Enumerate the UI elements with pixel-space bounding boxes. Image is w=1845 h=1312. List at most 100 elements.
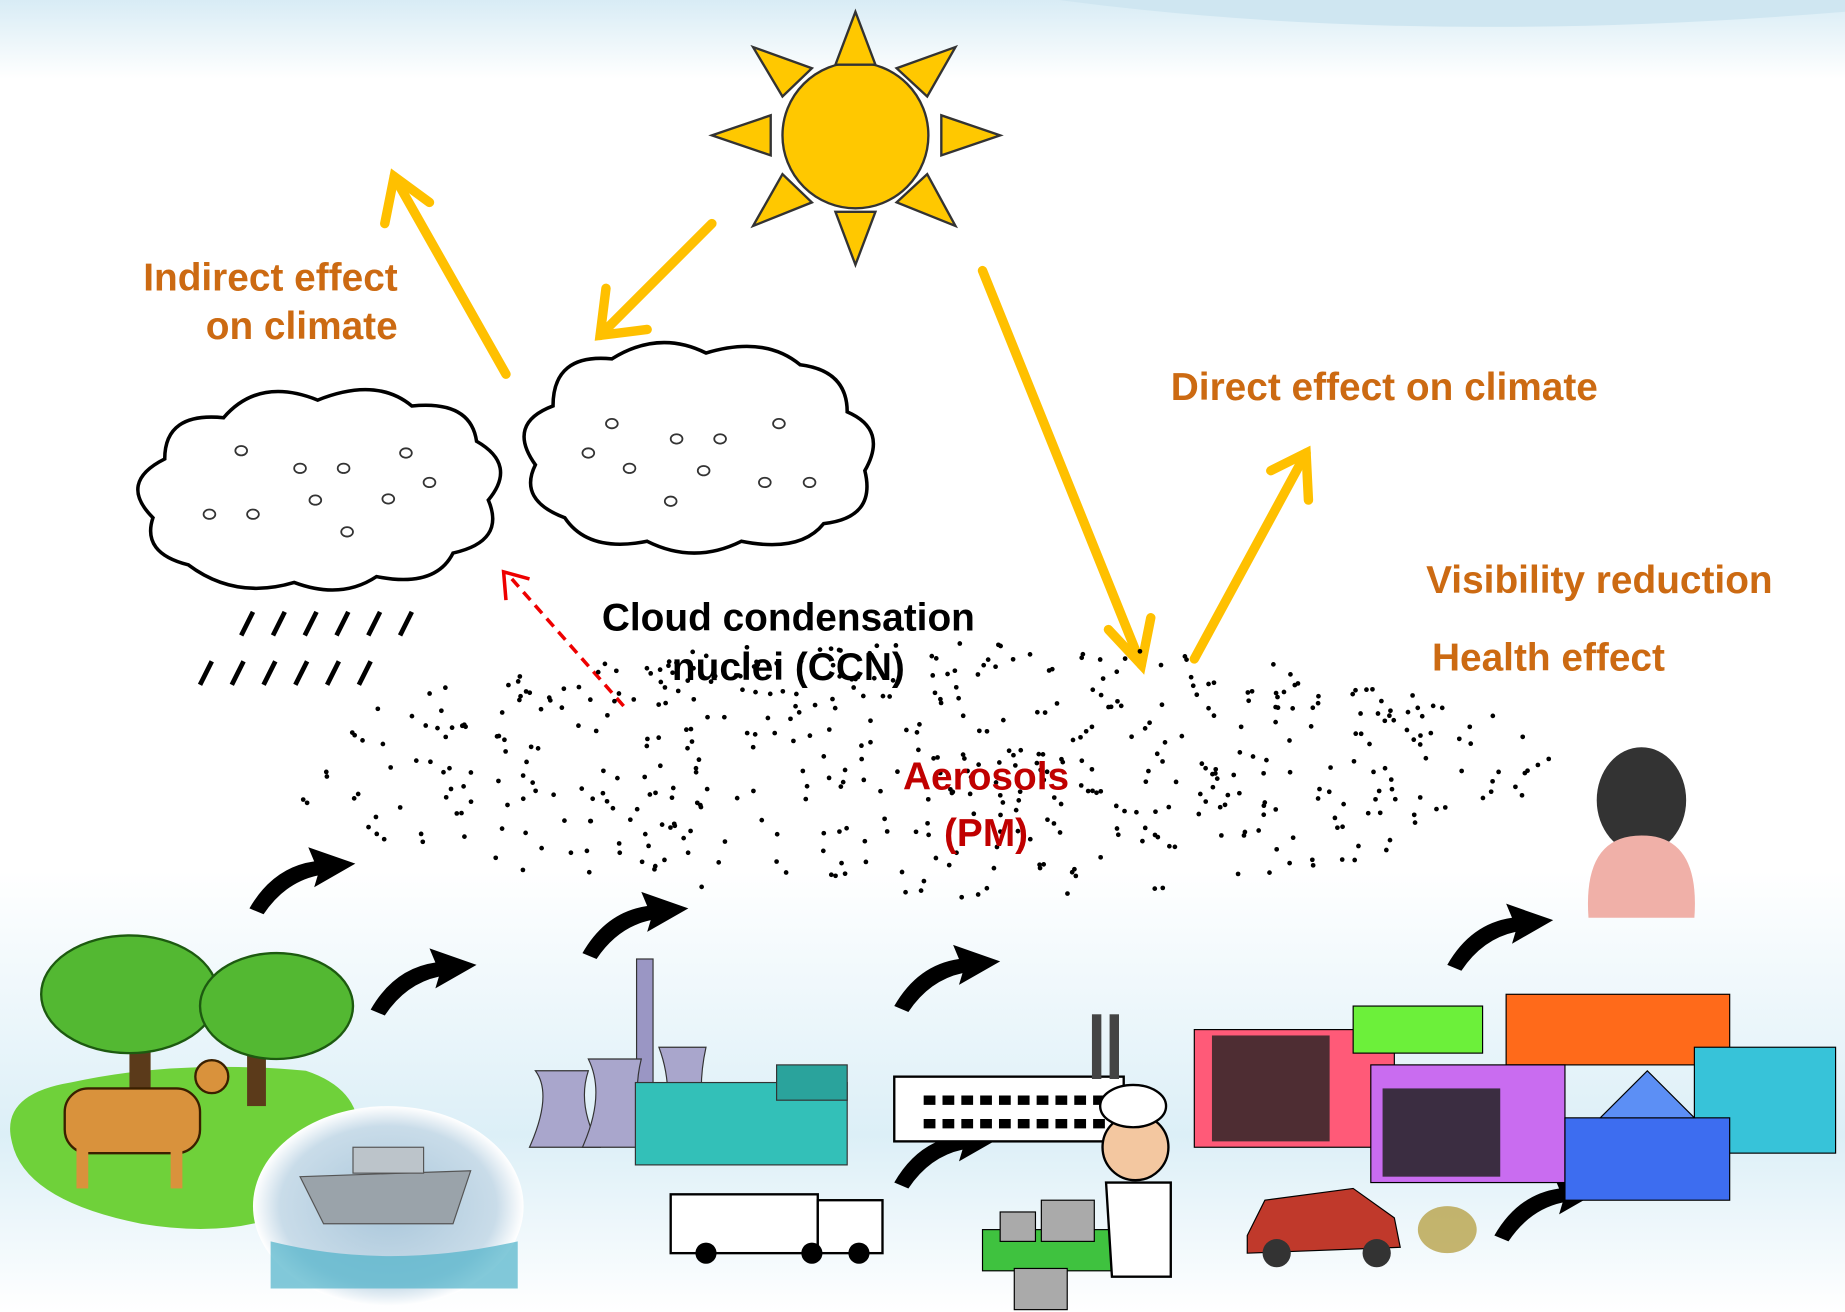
- aerosol-dot: [688, 829, 693, 834]
- aerosol-dot: [539, 846, 544, 851]
- aerosol-dot: [656, 702, 661, 707]
- aerosol-dot: [1341, 802, 1346, 807]
- aerosol-dot: [1364, 687, 1369, 692]
- aerosol-dot: [772, 731, 777, 736]
- aerosol-dot: [324, 770, 329, 775]
- aerosol-dot: [505, 803, 510, 808]
- aerosol-dot: [1273, 720, 1278, 725]
- aerosol-dot: [530, 780, 535, 785]
- aerosol-dot: [398, 805, 403, 810]
- health-effect: Health effect: [1432, 637, 1665, 680]
- aerosol-dot: [646, 844, 651, 849]
- aerosol-dot: [576, 723, 581, 728]
- aerosol-dot: [830, 697, 835, 702]
- aerosol-dot: [1212, 680, 1217, 685]
- particle: [773, 419, 785, 428]
- aerosol-dot: [959, 895, 964, 900]
- aerosol-dot: [497, 734, 502, 739]
- aerosol-dot: [1143, 779, 1148, 784]
- aerosol-dot: [676, 689, 681, 694]
- aerosol-dot: [1199, 761, 1204, 766]
- direct-effect: Direct effect on climate: [1171, 366, 1598, 409]
- aerosol-dot: [976, 892, 981, 897]
- aerosol-dot: [699, 885, 704, 890]
- aerosol-dot: [1418, 795, 1423, 800]
- aerosol-dot: [658, 680, 663, 685]
- aerosol-dot: [1206, 706, 1211, 711]
- aerosol-dot: [1174, 780, 1179, 785]
- aerosol-dot: [868, 740, 873, 745]
- aerosol-dot: [844, 826, 849, 831]
- aerosol-dot: [903, 890, 908, 895]
- aerosol-dot: [827, 776, 832, 781]
- aerosol-dot: [562, 686, 567, 691]
- aerosol-dot: [1115, 826, 1120, 831]
- aerosol-dot: [1173, 845, 1178, 850]
- aerosol-dot: [603, 662, 608, 667]
- aerosol-dot: [1316, 796, 1321, 801]
- particle: [400, 448, 412, 457]
- particle: [624, 464, 636, 473]
- aerosol-dot: [864, 860, 869, 865]
- aerosol-dot: [1079, 655, 1084, 660]
- aerosol-dot: [660, 822, 665, 827]
- aerosol-dot: [493, 855, 498, 860]
- aerosol-dot: [1316, 701, 1321, 706]
- aerosol-dot: [895, 769, 900, 774]
- aerosol-dot: [352, 733, 357, 738]
- aerosol-dot: [917, 722, 922, 727]
- aerosol-dot: [1155, 751, 1160, 756]
- aerosol-dot: [800, 769, 805, 774]
- aerosol-dot: [1481, 796, 1486, 801]
- aerosol-dot: [1382, 718, 1387, 723]
- aerosol-dot: [1138, 649, 1143, 654]
- aerosol-dot: [668, 825, 673, 830]
- aerosol-dot: [1152, 886, 1157, 891]
- aerosol-dot: [521, 868, 526, 873]
- aerosol-dot: [1271, 662, 1276, 667]
- aerosol-dot: [374, 815, 379, 820]
- aerosol-dot: [459, 811, 464, 816]
- aerosol-dot: [1420, 714, 1425, 719]
- aerosol-dot: [1035, 710, 1040, 715]
- aerosol-dot: [938, 697, 943, 702]
- aerosol-dot: [1327, 789, 1332, 794]
- aerosol-dot: [947, 863, 952, 868]
- aerosol-dot: [1028, 837, 1033, 842]
- aerosol-dot: [821, 754, 826, 759]
- aerosol-dot: [672, 823, 677, 828]
- aerosol-dot: [523, 830, 528, 835]
- aerosol-dot: [1335, 825, 1340, 830]
- aerosol-dot: [469, 799, 474, 804]
- aerosol-dot: [1028, 652, 1033, 657]
- aerosol-dot: [1546, 757, 1551, 762]
- aerosol-dot: [1356, 844, 1361, 849]
- aerosol-dot: [594, 729, 599, 734]
- aerosol-dot: [1213, 767, 1218, 772]
- aerosol-dot: [500, 826, 505, 831]
- particle: [338, 464, 350, 473]
- aerosol-dot: [375, 706, 380, 711]
- aerosol-dot: [759, 818, 764, 823]
- aerosol-dot: [1391, 718, 1396, 723]
- aerosol-dot: [838, 784, 843, 789]
- aerosol-dot: [444, 795, 449, 800]
- aerosol-dot: [643, 832, 648, 837]
- aerosol-dot: [1016, 798, 1021, 803]
- aerosol-dot: [1183, 654, 1188, 659]
- aerosol-dot: [996, 642, 1001, 647]
- aerosol-dot: [797, 710, 802, 715]
- aerosol-dot: [1043, 710, 1048, 715]
- aerosol-dot: [628, 817, 633, 822]
- aerosol-dot: [588, 819, 593, 824]
- aerosol-dot: [1236, 872, 1241, 877]
- aerosol-dot: [301, 797, 306, 802]
- aerosol-dot: [833, 706, 838, 711]
- aerosol-dot: [1256, 828, 1261, 833]
- aerosol-dot: [666, 663, 671, 668]
- aerosol-dot: [1225, 793, 1230, 798]
- aerosol-dot: [689, 727, 694, 732]
- aerosol-dot: [793, 704, 798, 709]
- aerosol-dot: [1359, 731, 1364, 736]
- aerosol-dot: [735, 796, 740, 801]
